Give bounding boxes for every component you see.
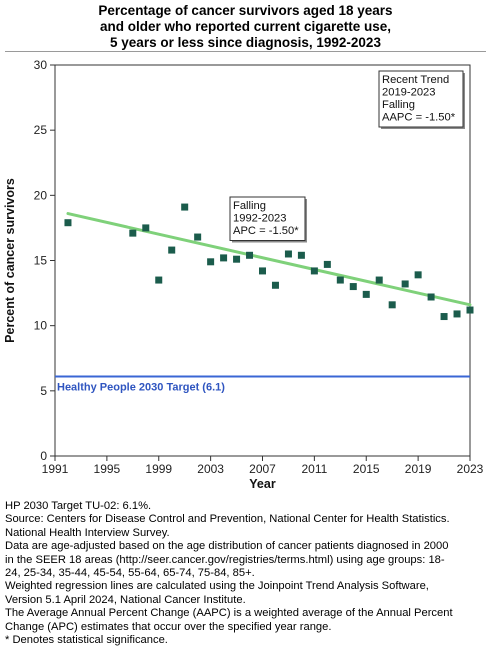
- data-point: [414, 271, 422, 279]
- y-tick-label: 0: [40, 449, 47, 463]
- footnote-line: in the SEER 18 areas (http://seer.cancer…: [5, 553, 445, 566]
- data-point: [388, 301, 396, 309]
- data-point: [401, 280, 409, 288]
- x-tick-label: 2015: [353, 462, 380, 476]
- chart-title-line: 5 years or less since diagnosis, 1992-20…: [110, 35, 381, 50]
- data-point: [336, 276, 344, 284]
- chart: 0 5 10 15 20 25 30 1991 1995 1999 2003 2007 2011 2015…: [3, 58, 484, 491]
- y-tick-label: 5: [40, 384, 47, 398]
- footnote-line: Source: Centers for Disease Control and …: [5, 513, 450, 526]
- data-point: [310, 267, 318, 275]
- recent-trend-annotation-box-text: 2019-2023: [382, 87, 436, 99]
- data-point: [362, 290, 370, 298]
- recent-trend-annotation-box-text: Falling: [382, 99, 415, 111]
- x-tick-label: 2011: [301, 462, 327, 476]
- data-point: [440, 313, 448, 321]
- data-point: [181, 203, 189, 211]
- trend-annotation-box: [229, 196, 306, 241]
- chart-title-line: and older who reported current cigarette…: [99, 19, 392, 34]
- data-point: [375, 276, 383, 284]
- trend-annotation-box-text: 1992-2023: [233, 213, 287, 225]
- y-tick-label: 20: [34, 188, 48, 202]
- data-point: [284, 250, 292, 258]
- chart-title: Percentage of cancer survivors aged 18 y…: [0, 3, 491, 51]
- data-point: [64, 219, 72, 227]
- data-point: [466, 306, 474, 314]
- data-point: [323, 260, 331, 268]
- data-point: [129, 229, 137, 237]
- y-tick-label: 30: [34, 58, 48, 72]
- footnote-line: * Denotes statistical significance.: [5, 634, 168, 647]
- data-point: [427, 293, 435, 301]
- x-tick-label: 2007: [249, 462, 276, 476]
- footnote-line: Version 5.1 April 2024, National Cancer …: [5, 593, 246, 606]
- data-point: [194, 233, 202, 241]
- target-line-label: Healthy People 2030 Target (6.1): [57, 381, 225, 393]
- recent-trend-annotation-box-text: AAPC = -1.50*: [382, 112, 456, 124]
- data-point: [220, 254, 228, 262]
- recent-trend-annotation-box-text: Recent Trend: [382, 74, 449, 86]
- trend-annotation-box-text: Falling: [233, 200, 266, 212]
- data-point: [271, 281, 279, 289]
- footnote-line: 24, 25-34, 35-44, 45-54, 55-64, 65-74, 7…: [5, 567, 255, 580]
- recent-trend-annotation-box: [378, 70, 464, 128]
- data-point: [453, 310, 461, 318]
- footnote-line: Change (APC) estimates that occur over t…: [5, 620, 332, 633]
- footnote-line: Data are age-adjusted based on the age d…: [5, 540, 449, 553]
- y-tick-label: 10: [34, 319, 48, 333]
- data-point: [297, 251, 305, 259]
- data-point: [259, 267, 266, 275]
- title-divider: [5, 51, 486, 52]
- footnote-line: Weighted regression lines are calculated…: [5, 580, 429, 593]
- data-point: [233, 255, 241, 263]
- data-point: [142, 224, 150, 232]
- footnote-line: HP 2030 Target TU-02: 6.1%.: [5, 500, 152, 512]
- x-tick-label: 2019: [405, 462, 432, 476]
- y-tick-label: 15: [34, 254, 48, 268]
- data-point: [207, 258, 215, 266]
- trend-line: [66, 212, 472, 307]
- x-tick-label: 1995: [94, 462, 121, 476]
- trend-annotation-box-text: APC = -1.50*: [233, 225, 299, 237]
- footnote-line: National Health Interview Survey.: [5, 526, 170, 539]
- chart-title-line: Percentage of cancer survivors aged 18 y…: [98, 3, 393, 18]
- x-axis-title: Year: [249, 477, 276, 491]
- x-tick-label: 1999: [145, 462, 172, 476]
- y-axis-title: Percent of cancer survivors: [3, 178, 17, 343]
- x-tick-label: 2023: [457, 462, 484, 476]
- footnotes: HP 2030 Target TU-02: 6.1%. Source: Cent…: [5, 500, 489, 647]
- data-point: [168, 246, 176, 254]
- y-tick-label: 25: [34, 123, 48, 137]
- data-point: [246, 251, 254, 259]
- x-tick-label: 2003: [197, 462, 224, 476]
- footnote-line: The Average Annual Percent Change (AAPC)…: [5, 607, 453, 620]
- data-point: [155, 276, 163, 284]
- data-point: [349, 283, 357, 291]
- x-tick-label: 1991: [42, 462, 69, 476]
